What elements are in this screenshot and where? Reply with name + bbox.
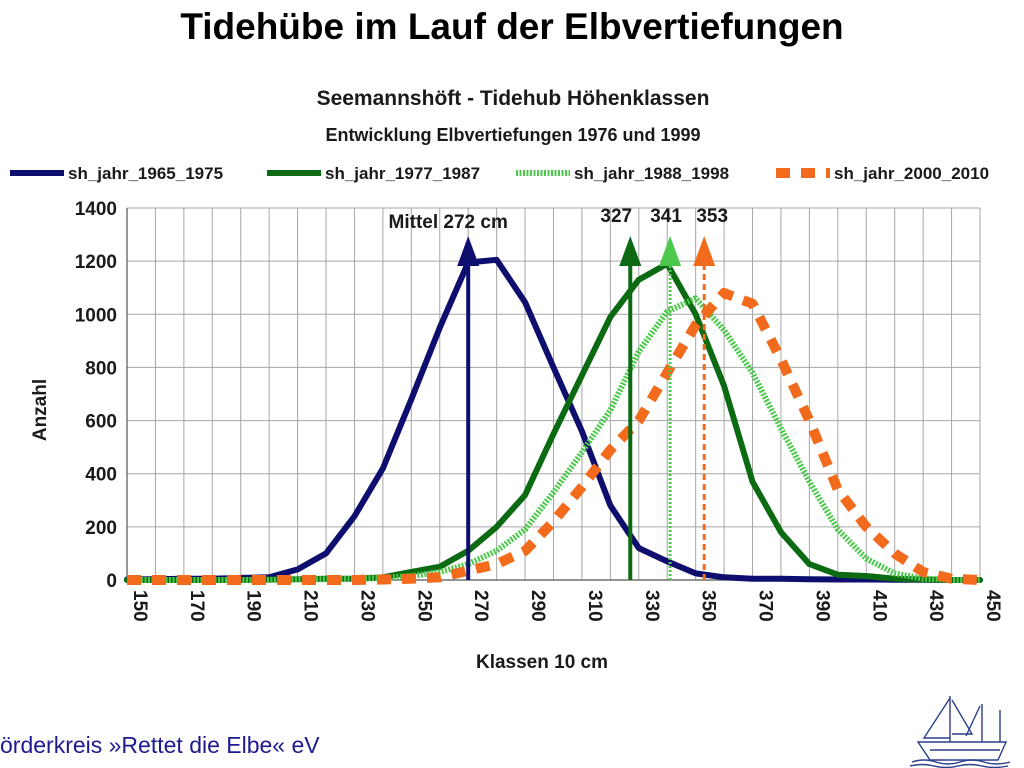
chart-series: [124, 256, 983, 585]
x-tick-label: 430: [925, 590, 946, 622]
y-tick-label: 0: [106, 571, 117, 592]
x-tick-label: 230: [356, 590, 377, 622]
legend-label: sh_jahr_2000_2010: [834, 164, 989, 183]
chart-legend: sh_jahr_1965_1975 sh_jahr_1977_1987 sh_jah…: [10, 164, 989, 183]
y-tick-label: 200: [85, 518, 117, 539]
chart-subtitle: Entwicklung Elbvertiefungen 1976 und 199…: [325, 125, 700, 145]
x-tick-label: 410: [868, 590, 889, 622]
annotation-label: 327: [600, 206, 632, 227]
x-tick-label: 210: [300, 590, 321, 622]
chart-annotations: Mittel 272 cm 327 341 353: [389, 206, 728, 580]
x-tick-label: 350: [698, 590, 719, 622]
x-tick-label: 290: [527, 590, 548, 622]
x-tick-label: 150: [129, 590, 150, 622]
series-line-sh_jahr_1988_1998: [127, 295, 980, 583]
chart-title: Seemannshöft - Tidehub Höhenklassen: [317, 87, 710, 110]
footer-organization-text: örderkreis »Rettet die Elbe« eV: [0, 732, 320, 758]
y-tick-label: 600: [85, 412, 117, 433]
legend-label: sh_jahr_1977_1987: [325, 164, 480, 183]
x-axis-label: Klassen 10 cm: [476, 652, 608, 673]
y-tick-label: 400: [85, 465, 117, 486]
x-tick-label: 170: [186, 590, 207, 622]
y-tick-label: 1400: [75, 199, 117, 220]
annotation-label: 353: [696, 206, 728, 227]
x-tick-label: 190: [243, 590, 264, 622]
x-tick-label: 450: [982, 590, 1003, 622]
x-tick-label: 310: [584, 590, 605, 622]
y-axis-label: Anzahl: [30, 379, 51, 441]
legend-label: sh_jahr_1965_1975: [68, 164, 223, 183]
annotation-arrow: [659, 236, 682, 266]
x-tick-label: 250: [413, 590, 434, 622]
annotation-label: 341: [650, 206, 682, 227]
annotation-arrow: [619, 236, 642, 266]
x-tick-label: 270: [470, 590, 491, 622]
y-tick-label: 800: [85, 358, 117, 379]
x-tick-label: 390: [811, 590, 832, 622]
slide-title: Tidehübe im Lauf der Elbvertiefungen: [180, 6, 844, 47]
y-tick-label: 1000: [75, 305, 117, 326]
x-tick-label: 330: [641, 590, 662, 622]
x-tick-label: 370: [755, 590, 776, 622]
series-line-sh_jahr_1977_1987: [124, 260, 983, 583]
chart-grid: [126, 207, 981, 581]
legend-label: sh_jahr_1988_1998: [574, 164, 729, 183]
annotation-arrow: [693, 236, 716, 266]
sailing-ship-logo: [910, 696, 1011, 768]
annotation-arrow: [457, 236, 480, 266]
y-tick-label: 1200: [75, 252, 117, 273]
annotation-label: Mittel 272 cm: [389, 212, 508, 233]
